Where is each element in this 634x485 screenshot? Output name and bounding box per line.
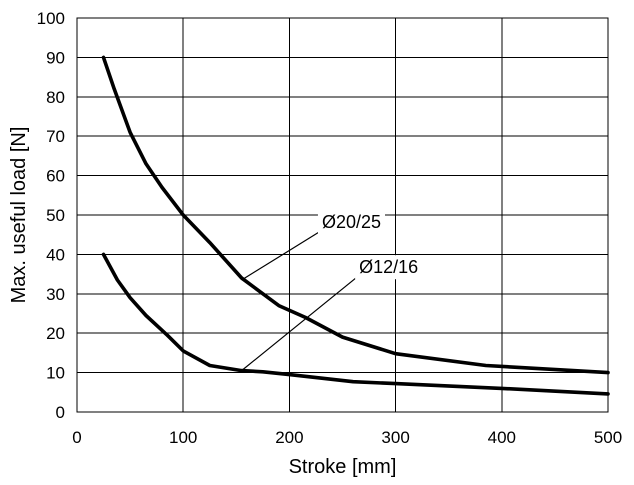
y-axis-title: Max. useful load [N] <box>8 127 30 304</box>
x-tick-labels: 0 100 200 300 400 500 <box>72 428 622 447</box>
x-tick-label: 0 <box>72 428 81 447</box>
x-tick-label: 300 <box>381 428 409 447</box>
y-tick-label: 80 <box>46 88 65 107</box>
annotation-leader <box>241 230 322 281</box>
annotation-leader <box>241 275 359 372</box>
y-tick-label: 30 <box>46 285 65 304</box>
y-tick-label: 90 <box>46 48 65 67</box>
x-tick-label: 500 <box>594 428 622 447</box>
annotation-background <box>317 209 385 234</box>
y-tick-label: 50 <box>46 206 65 225</box>
annotation-label: Ø20/25 <box>322 212 381 232</box>
y-tick-label: 0 <box>56 403 65 422</box>
x-axis-title: Stroke [mm] <box>289 456 397 478</box>
series-group <box>101 55 610 396</box>
annotation-background <box>355 255 423 280</box>
y-tick-label: 20 <box>46 324 65 343</box>
annotations: Ø20/25 Ø12/16 <box>241 209 423 372</box>
y-tick-label: 100 <box>37 9 65 28</box>
x-tick-label: 100 <box>169 428 197 447</box>
series-line-1 <box>101 55 610 375</box>
plot-frame <box>76 17 609 413</box>
y-tick-label: 60 <box>46 167 65 186</box>
y-tick-label: 70 <box>46 127 65 146</box>
x-tick-label: 400 <box>488 428 516 447</box>
x-tick-label: 200 <box>275 428 303 447</box>
y-tick-label: 40 <box>46 245 65 264</box>
y-tick-label: 10 <box>46 364 65 383</box>
y-tick-labels: 0 10 20 30 40 50 60 70 80 90 100 <box>37 9 65 422</box>
annotation-label: Ø12/16 <box>359 257 418 277</box>
series-line-2 <box>101 252 610 396</box>
